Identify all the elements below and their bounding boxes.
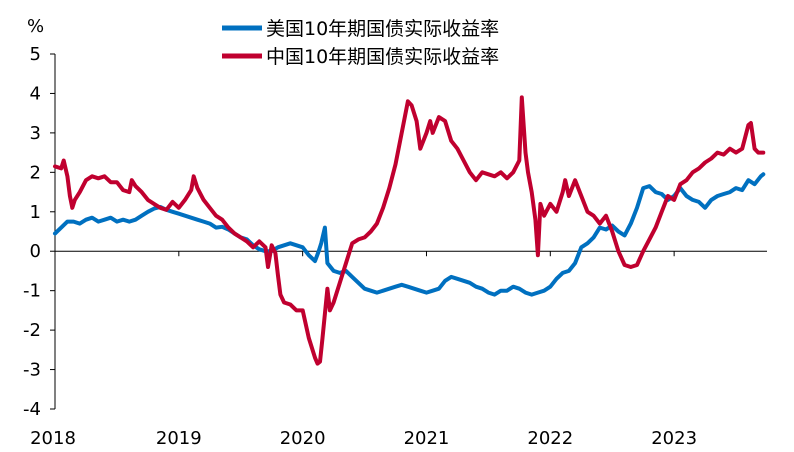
y-tick-label: -3 xyxy=(23,360,41,381)
y-tick-label: 2 xyxy=(30,162,41,183)
y-tick-label: -1 xyxy=(23,281,41,302)
axes: 5 4 3 2 1 0 -1 -2 -3 -4 2018 2019 2020 2021 2022 2023 xyxy=(23,44,767,449)
legend-label-us: 美国10年期国债实际收益率 xyxy=(266,18,499,40)
legend-label-cn: 中国10年期国债实际收益率 xyxy=(266,46,499,68)
x-tick-label: 2019 xyxy=(156,428,202,449)
series-line-us xyxy=(53,172,766,297)
x-tick-label: 2022 xyxy=(527,428,573,449)
x-tick-label: 2018 xyxy=(30,428,76,449)
y-tick-label: 4 xyxy=(30,83,41,104)
x-tick-label: 2023 xyxy=(651,428,697,449)
series-line-cn xyxy=(53,95,766,366)
x-tick-label: 2020 xyxy=(280,428,326,449)
y-tick-label: 0 xyxy=(30,241,41,262)
y-tick-label: 1 xyxy=(30,202,41,223)
series-layer xyxy=(53,95,766,366)
y-tick-label: -4 xyxy=(23,399,41,420)
y-tick-label: 5 xyxy=(30,44,41,65)
legend: 美国10年期国债实际收益率 中国10年期国债实际收益率 xyxy=(222,18,499,68)
x-tick-label: 2021 xyxy=(404,428,450,449)
y-tick-label: 3 xyxy=(30,123,41,144)
y-axis-unit-label: % xyxy=(27,16,44,37)
y-tick-label: -2 xyxy=(23,320,41,341)
